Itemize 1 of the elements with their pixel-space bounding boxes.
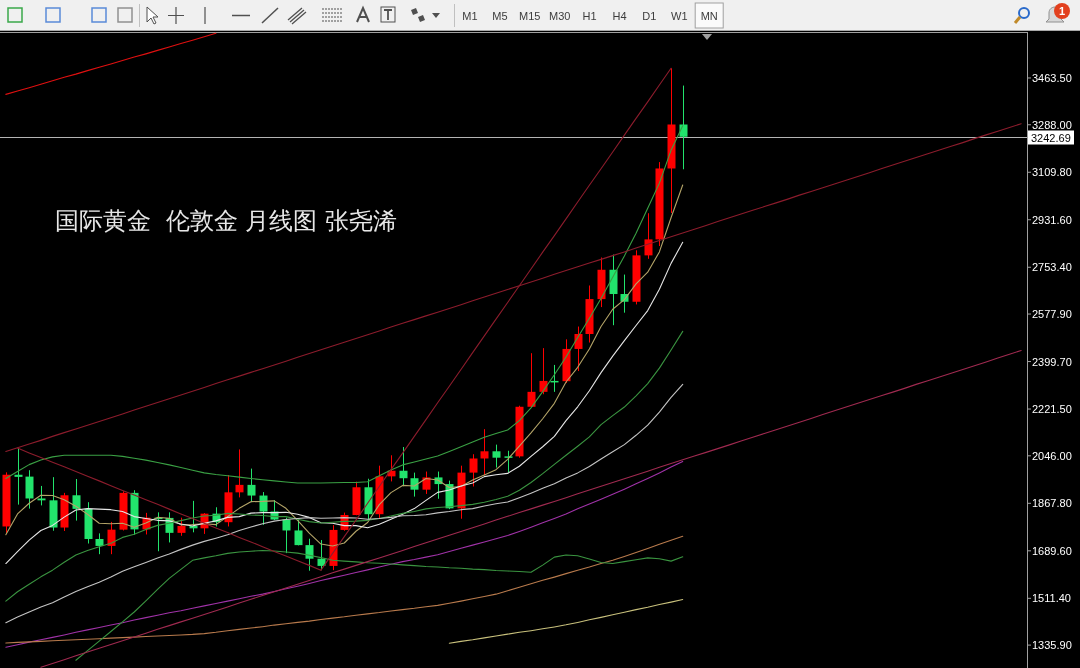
title: 国际黄金 伦敦金 月线图 张尧浠 — [55, 207, 397, 235]
